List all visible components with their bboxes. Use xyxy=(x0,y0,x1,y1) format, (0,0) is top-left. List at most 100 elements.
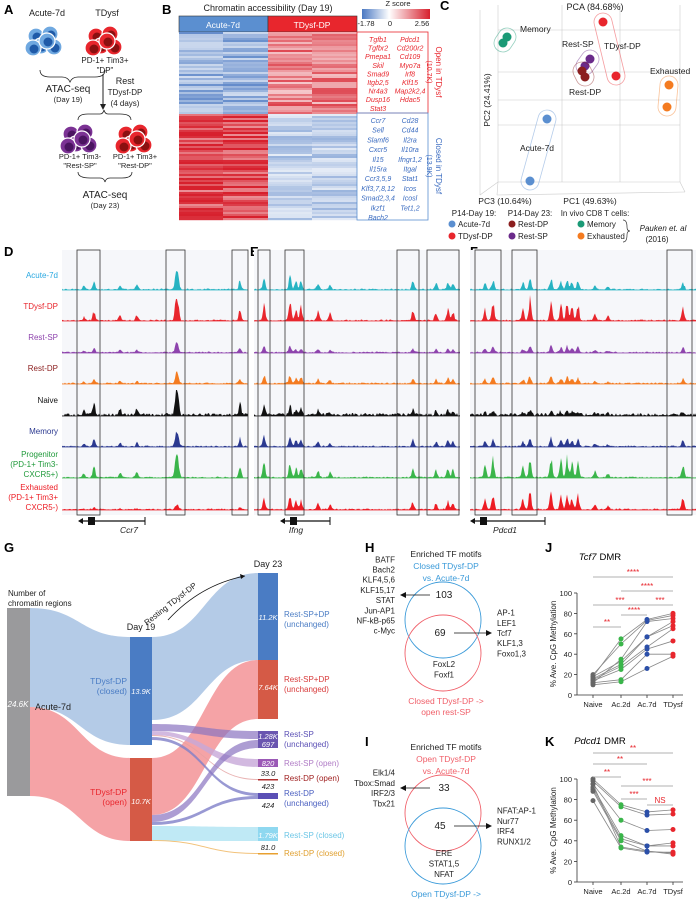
legend-item: TDysf-DP xyxy=(458,232,493,241)
significance-label: **** xyxy=(641,582,653,591)
heatmap-row xyxy=(268,162,312,165)
heatmap-row xyxy=(312,116,357,119)
x-tick-label: Ac.7d xyxy=(637,887,656,896)
heatmap-row xyxy=(312,166,357,169)
accessibility-track xyxy=(254,375,460,384)
arrow-icon xyxy=(486,630,492,636)
significance-label: ** xyxy=(617,755,623,764)
heatmap-row xyxy=(312,160,357,163)
legend-marker xyxy=(577,220,585,228)
pc2-axis-label: PC2 (24.41%) xyxy=(482,73,492,127)
heatmap-row xyxy=(223,180,268,183)
heatmap-row xyxy=(179,68,223,71)
venn-footer-2: open rest-SP xyxy=(421,707,471,717)
accessibility-track xyxy=(470,491,696,510)
heatmap-row xyxy=(223,186,268,189)
day23-node-value: 7.64K xyxy=(258,683,279,692)
heatmap-row xyxy=(312,44,357,47)
heatmap-row xyxy=(223,196,268,199)
data-point-tdysf xyxy=(670,826,676,832)
heatmap-row xyxy=(179,80,223,83)
tf-motif-right: AP-1 xyxy=(497,609,515,618)
heatmap-row xyxy=(179,108,223,111)
flow-rest-sp-unchanged xyxy=(152,724,258,739)
heatmap-row xyxy=(223,72,268,75)
heatmap-row xyxy=(268,108,312,111)
pca-group-outline xyxy=(520,109,557,191)
venn-circle-bottom xyxy=(404,614,482,692)
zscore-min: -1.78 xyxy=(357,19,374,28)
tf-motif-inner: ERE xyxy=(436,849,452,858)
heatmap-row xyxy=(223,172,268,175)
track-label: Progenitor xyxy=(21,450,58,459)
accessibility-track xyxy=(470,454,696,478)
sample-line xyxy=(592,615,674,675)
y-tick-label: 40 xyxy=(564,650,572,659)
heatmap-row xyxy=(312,158,357,161)
heatmap-row xyxy=(312,104,357,107)
heatmap-row xyxy=(223,100,268,103)
day23-node-value-2: 697 xyxy=(262,740,275,749)
y-tick-label: 60 xyxy=(564,816,572,825)
gene-name-e: Ifng xyxy=(289,525,303,535)
flow-closed-unchanged xyxy=(152,573,258,720)
heatmap-row xyxy=(179,66,223,69)
tf-motif-inner: STAT1,5 xyxy=(429,860,460,869)
heatmap-row xyxy=(268,110,312,113)
heatmap-row xyxy=(223,46,268,49)
zscore-label: Z score xyxy=(385,0,410,8)
heatmap-row xyxy=(312,78,357,81)
sample-line xyxy=(592,789,673,847)
heatmap-row xyxy=(268,96,312,99)
heatmap-row xyxy=(223,108,268,111)
dmr-chart-tcf7: Tcf7 DMR 0 20 40 60 80 100 Naive Ac.2d Ac.7d TDysf%… xyxy=(549,552,684,709)
heatmap-row xyxy=(179,124,223,127)
significance-label: **** xyxy=(627,568,639,577)
heatmap-row xyxy=(223,42,268,45)
heatmap-row xyxy=(268,50,312,53)
heatmap-row xyxy=(312,152,357,155)
heatmap-row xyxy=(312,150,357,153)
closed-gene: Stat1 xyxy=(402,176,418,183)
venn-footer: Closed TDysf-DP -> xyxy=(408,696,484,706)
accessibility-track xyxy=(470,409,696,416)
track-label: CXCR5+) xyxy=(24,470,59,479)
heatmap-row xyxy=(312,136,357,139)
heatmap-row xyxy=(312,84,357,87)
accessibility-track xyxy=(254,497,460,510)
heatmap-row xyxy=(179,36,223,39)
day23-node-name: Rest-SP+DP xyxy=(284,675,330,684)
heatmap-row xyxy=(312,140,357,143)
heatmap-row xyxy=(179,190,223,193)
pca-group-outline xyxy=(493,27,517,53)
tf-motif-left: Tbx21 xyxy=(373,799,396,808)
heatmap-row xyxy=(179,136,223,139)
chart-title-gene: Tcf7 xyxy=(579,552,597,563)
heatmap-row xyxy=(179,214,223,217)
significance-label: **** xyxy=(628,606,640,615)
heatmap-row xyxy=(268,180,312,183)
heatmap-row xyxy=(312,148,357,151)
heatmap-row xyxy=(268,170,312,173)
heatmap-row xyxy=(268,126,312,129)
heatmap-row xyxy=(179,92,223,95)
heatmap-row xyxy=(223,118,268,121)
data-point-naive xyxy=(590,788,596,794)
pca-label-acute: Acute-7d xyxy=(520,143,554,153)
heatmap-row xyxy=(268,102,312,105)
y-axis-label: % Ave. CpG Methylation xyxy=(549,787,558,874)
open-gene: Map2k2,4 xyxy=(395,89,426,96)
pc3-axis-label: PC3 (10.64%) xyxy=(478,196,532,206)
data-point-ac7d xyxy=(644,843,650,849)
heatmap-row xyxy=(179,196,223,199)
significance-label: *** xyxy=(642,777,651,786)
accessibility-track xyxy=(254,404,460,416)
tf-motif-left: Tbox:Smad xyxy=(354,779,395,788)
heatmap-row xyxy=(268,140,312,143)
pca-point-rest_dp xyxy=(580,72,590,82)
pca-point-memory xyxy=(498,38,508,48)
rest-sp-label: PD-1+ Tim3- xyxy=(59,152,102,161)
heatmap-row xyxy=(223,218,268,221)
heatmap-row xyxy=(268,160,312,163)
